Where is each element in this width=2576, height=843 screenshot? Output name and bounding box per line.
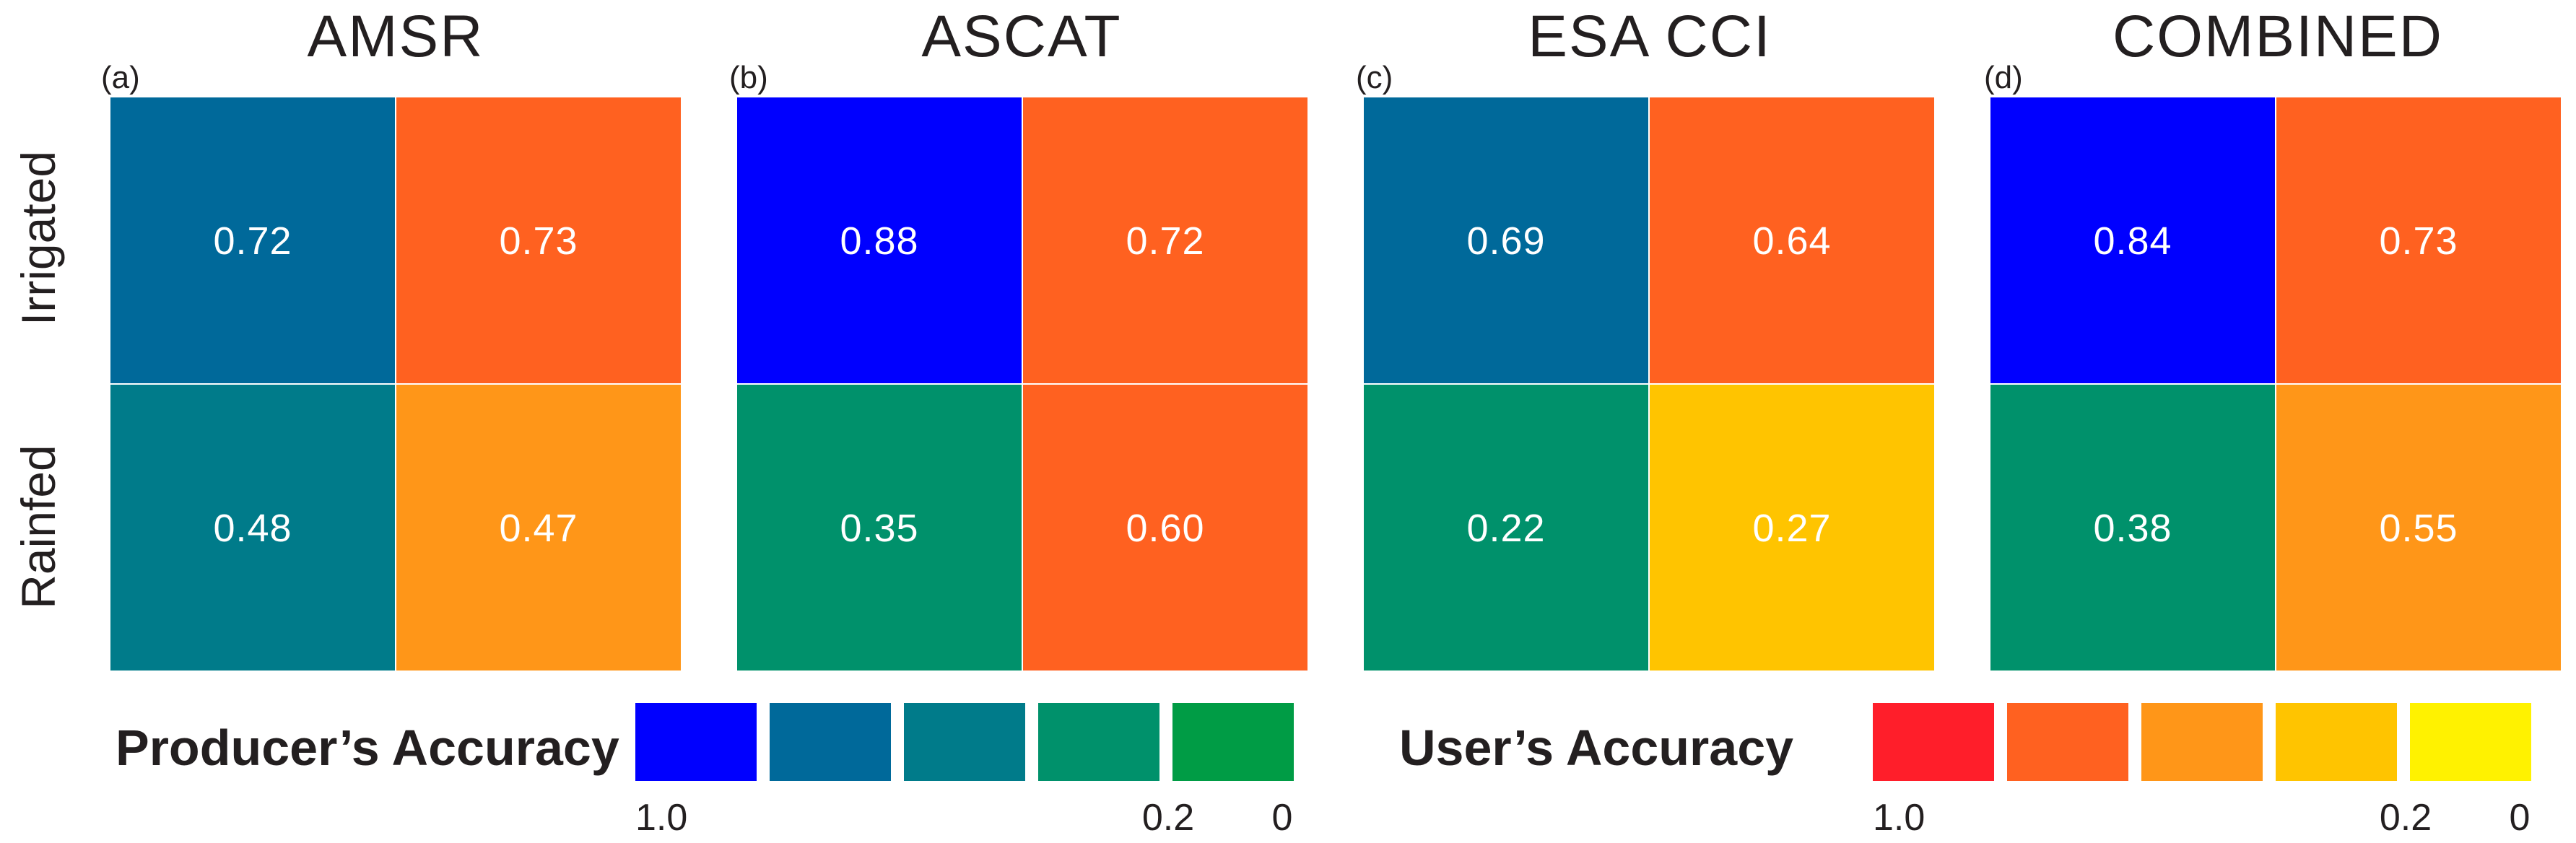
value-esacci-irrigated-producers: 0.69	[1466, 219, 1545, 263]
row-label-rainfed: Rainfed	[12, 445, 65, 609]
row-label-irrigated: Irrigated	[12, 151, 65, 326]
value-amsr-irrigated-users: 0.73	[499, 219, 578, 263]
value-ascat-irrigated-users: 0.72	[1126, 219, 1204, 263]
value-combined-rainfed-users: 0.55	[2379, 507, 2458, 550]
legend-tick-producers-max: 1.0	[635, 797, 687, 839]
value-esacci-rainfed-producers: 0.22	[1466, 507, 1545, 550]
value-combined-irrigated-producers: 0.84	[2093, 219, 2172, 263]
legend-swatch-producers-5	[1172, 703, 1294, 781]
panel-title-a: AMSR	[308, 4, 484, 69]
cell-ascat-rainfed-producers	[736, 383, 1023, 672]
legend-tick-users-zero: 0	[2510, 797, 2531, 839]
panel-label-a: (a)	[101, 60, 140, 95]
value-amsr-rainfed-producers: 0.48	[213, 507, 292, 550]
panel-d: COMBINED (d) 0.84 0.73 0.38 0.55	[1984, 4, 2562, 672]
value-amsr-rainfed-users: 0.47	[499, 507, 578, 550]
legend-swatch-producers-4	[1038, 703, 1159, 781]
legend-tick-users-low: 0.2	[2380, 797, 2432, 839]
cell-amsr-irrigated-users	[395, 96, 682, 385]
panel-title-d: COMBINED	[2112, 4, 2443, 69]
legend-tick-users-max: 1.0	[1873, 797, 1925, 839]
legend-swatch-users-2	[2007, 703, 2128, 781]
value-amsr-irrigated-producers: 0.72	[213, 219, 292, 263]
panel-label-b: (b)	[729, 60, 768, 95]
legend-swatch-producers-2	[770, 703, 891, 781]
value-combined-irrigated-users: 0.73	[2379, 219, 2458, 263]
value-esacci-rainfed-users: 0.27	[1752, 507, 1831, 550]
legend-swatch-users-5	[2410, 703, 2531, 781]
cell-combined-irrigated-users	[2275, 96, 2562, 385]
cell-esacci-rainfed-users	[1648, 383, 1936, 672]
cell-ascat-irrigated-producers	[736, 96, 1023, 385]
cell-combined-irrigated-producers	[1989, 96, 2276, 385]
value-esacci-irrigated-users: 0.64	[1752, 219, 1831, 263]
legend-swatch-users-1	[1873, 703, 1994, 781]
legend-tick-producers-zero: 0	[1272, 797, 1293, 839]
value-ascat-irrigated-producers: 0.88	[840, 219, 918, 263]
panel-title-b: ASCAT	[921, 4, 1121, 69]
cell-amsr-rainfed-producers	[109, 383, 396, 672]
cell-ascat-irrigated-users	[1022, 96, 1309, 385]
panel-a: AMSR (a) 0.72 0.73 0.48 0.47	[101, 4, 682, 672]
value-combined-rainfed-producers: 0.38	[2093, 507, 2172, 550]
cell-combined-rainfed-producers	[1989, 383, 2276, 672]
cell-ascat-rainfed-users	[1022, 383, 1309, 672]
value-ascat-rainfed-users: 0.60	[1126, 507, 1204, 550]
legend-tick-producers-low: 0.2	[1142, 797, 1194, 839]
legend-swatch-producers-1	[635, 703, 757, 781]
legend-producers-accuracy: Producer’s Accuracy 1.0 0.2 0	[116, 703, 1294, 839]
panel-label-c: (c)	[1356, 60, 1393, 95]
legend-title-producers: Producer’s Accuracy	[116, 720, 619, 776]
value-ascat-rainfed-producers: 0.35	[840, 507, 918, 550]
cell-esacci-irrigated-users	[1648, 96, 1936, 385]
legend-swatch-users-3	[2141, 703, 2263, 781]
cell-amsr-rainfed-users	[395, 383, 682, 672]
cell-combined-rainfed-users	[2275, 383, 2562, 672]
panel-title-c: ESA CCI	[1528, 4, 1772, 69]
legend-swatch-users-4	[2276, 703, 2397, 781]
legend-users-accuracy: User’s Accuracy 1.0 0.2 0	[1399, 703, 2531, 839]
panel-b: ASCAT (b) 0.88 0.72 0.35 0.60	[729, 4, 1309, 672]
panel-c: ESA CCI (c) 0.69 0.64 0.22 0.27	[1356, 4, 1936, 672]
cell-amsr-irrigated-producers	[109, 96, 396, 385]
legend-title-users: User’s Accuracy	[1399, 720, 1793, 776]
panel-label-d: (d)	[1984, 60, 2023, 95]
legend-swatch-producers-3	[904, 703, 1025, 781]
